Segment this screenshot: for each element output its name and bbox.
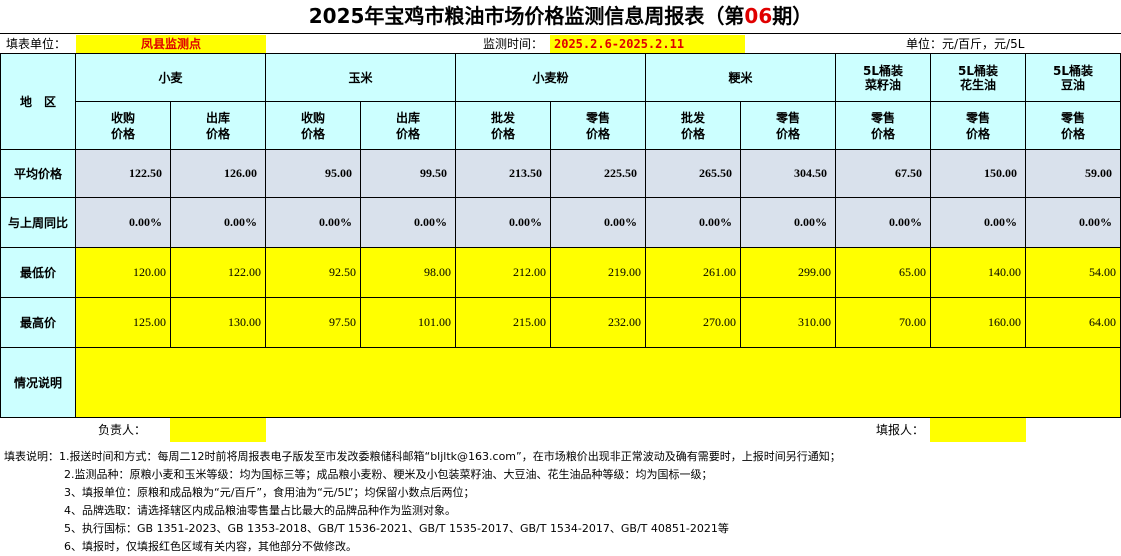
avg-cell: 265.50 bbox=[645, 149, 741, 198]
avg-cell: 67.50 bbox=[835, 149, 931, 198]
reporter-field[interactable] bbox=[930, 418, 1026, 442]
report-title: 2025年宝鸡市粮油市场价格监测信息周报表（第06期） bbox=[0, 0, 1121, 34]
group-corn: 玉米 bbox=[265, 53, 456, 102]
change-cell: 0.00% bbox=[75, 197, 171, 248]
max-price-cell[interactable]: 64.00 bbox=[1025, 297, 1121, 348]
time-value[interactable]: 2025.2.6-2025.2.11 bbox=[550, 35, 745, 53]
avg-cell: 126.00 bbox=[170, 149, 266, 198]
change-cell: 0.00% bbox=[1025, 197, 1121, 248]
change-cell: 0.00% bbox=[930, 197, 1026, 248]
price-table: 地 区 小麦 玉米 小麦粉 粳米 5L桶装 菜籽油 5L桶装 花生油 5L桶装 … bbox=[0, 53, 1121, 418]
title-suffix: 期） bbox=[772, 4, 813, 28]
max-price-cell[interactable]: 97.50 bbox=[265, 297, 361, 348]
max-price-cell[interactable]: 101.00 bbox=[360, 297, 456, 348]
instruction-line: 5、执行国标：GB 1351-2023、GB 1353-2018、GB/T 15… bbox=[64, 522, 729, 535]
max-price-cell[interactable]: 160.00 bbox=[930, 297, 1026, 348]
avg-cell: 225.50 bbox=[550, 149, 646, 198]
min-price-cell[interactable]: 92.50 bbox=[265, 247, 361, 298]
min-price-cell[interactable]: 140.00 bbox=[930, 247, 1026, 298]
situation-field[interactable] bbox=[75, 347, 1121, 418]
row-label-min-price: 最低价 bbox=[0, 247, 76, 298]
max-price-cell[interactable]: 310.00 bbox=[740, 297, 836, 348]
change-cell: 0.00% bbox=[360, 197, 456, 248]
sub-header: 收购 价格 bbox=[265, 101, 361, 150]
group-soybean-oil: 5L桶装 豆油 bbox=[1025, 53, 1121, 102]
row-label-situation: 情况说明 bbox=[0, 347, 76, 418]
sub-header: 批发 价格 bbox=[645, 101, 741, 150]
sub-header: 出库 价格 bbox=[360, 101, 456, 150]
fill-instructions: 填表说明：1.报送时间和方式：每周二12时前将周报表电子版发至市发改委粮储科邮箱… bbox=[4, 448, 1114, 556]
change-cell: 0.00% bbox=[170, 197, 266, 248]
instruction-text: 1.报送时间和方式：每周二12时前将周报表电子版发至市发改委粮储科邮箱“bljl… bbox=[59, 450, 841, 463]
max-price-cell[interactable]: 215.00 bbox=[455, 297, 551, 348]
min-price-cell[interactable]: 219.00 bbox=[550, 247, 646, 298]
min-price-cell[interactable]: 261.00 bbox=[645, 247, 741, 298]
row-average: 平均价格 122.50 126.00 95.00 99.50 213.50 22… bbox=[0, 149, 1121, 198]
instruction-line: 6、填报时，仅填报红色区域有关内容，其他部分不做修改。 bbox=[64, 540, 357, 553]
avg-cell: 99.50 bbox=[360, 149, 456, 198]
change-cell: 0.00% bbox=[645, 197, 741, 248]
sub-header: 零售 价格 bbox=[835, 101, 931, 150]
change-cell: 0.00% bbox=[740, 197, 836, 248]
responsible-label: 负责人： bbox=[98, 423, 147, 437]
row-max-price: 最高价 125.00 130.00 97.50 101.00 215.00 23… bbox=[0, 297, 1121, 348]
avg-cell: 304.50 bbox=[740, 149, 836, 198]
responsible-field[interactable] bbox=[170, 418, 266, 442]
row-weekly-change: 与上周同比 0.00% 0.00% 0.00% 0.00% 0.00% 0.00… bbox=[0, 197, 1121, 248]
measure-unit: 单位：元/百斤，元/5L bbox=[906, 37, 1025, 51]
avg-cell: 59.00 bbox=[1025, 149, 1121, 198]
reporter-label: 填报人： bbox=[876, 423, 925, 437]
change-cell: 0.00% bbox=[835, 197, 931, 248]
time-label: 监测时间： bbox=[483, 37, 544, 51]
sub-header: 批发 价格 bbox=[455, 101, 551, 150]
max-price-cell[interactable]: 125.00 bbox=[75, 297, 171, 348]
issue-number[interactable]: 06 bbox=[744, 4, 773, 28]
row-label-max-price: 最高价 bbox=[0, 297, 76, 348]
max-price-cell[interactable]: 70.00 bbox=[835, 297, 931, 348]
max-price-cell[interactable]: 130.00 bbox=[170, 297, 266, 348]
avg-cell: 95.00 bbox=[265, 149, 361, 198]
change-cell: 0.00% bbox=[265, 197, 361, 248]
avg-cell: 122.50 bbox=[75, 149, 171, 198]
instruction-line: 4、品牌选取：请选择辖区内成品粮油零售量占比最大的品牌品种作为监测对象。 bbox=[64, 504, 456, 517]
group-rapeseed-oil: 5L桶装 菜籽油 bbox=[835, 53, 931, 102]
max-price-cell[interactable]: 232.00 bbox=[550, 297, 646, 348]
row-label-average: 平均价格 bbox=[0, 149, 76, 198]
avg-cell: 213.50 bbox=[455, 149, 551, 198]
unit-label: 填表单位： bbox=[6, 37, 67, 51]
sub-header: 零售 价格 bbox=[550, 101, 646, 150]
instruction-line: 3、填报单位：原粮和成品粮为“元/百斤”，食用油为“元/5L”；均保留小数点后两… bbox=[64, 486, 475, 499]
change-cell: 0.00% bbox=[455, 197, 551, 248]
min-price-cell[interactable]: 212.00 bbox=[455, 247, 551, 298]
sub-header: 收购 价格 bbox=[75, 101, 171, 150]
instruction-line: 填表说明：1.报送时间和方式：每周二12时前将周报表电子版发至市发改委粮储科邮箱… bbox=[4, 448, 1114, 466]
sub-header: 零售 价格 bbox=[1025, 101, 1121, 150]
min-price-cell[interactable]: 122.00 bbox=[170, 247, 266, 298]
group-peanut-oil: 5L桶装 花生油 bbox=[930, 53, 1026, 102]
min-price-cell[interactable]: 54.00 bbox=[1025, 247, 1121, 298]
row-situation: 情况说明 bbox=[0, 347, 1121, 418]
instructions-prefix: 填表说明： bbox=[4, 450, 59, 463]
min-price-cell[interactable]: 98.00 bbox=[360, 247, 456, 298]
min-price-cell[interactable]: 299.00 bbox=[740, 247, 836, 298]
title-prefix: 2025年宝鸡市粮油市场价格监测信息周报表（第 bbox=[308, 4, 745, 28]
instruction-line: 2.监测品种：原粮小麦和玉米等级：均为国标三等；成品粮小麦粉、粳米及小包装菜籽油… bbox=[64, 468, 713, 481]
unit-value[interactable]: 凤县监测点 bbox=[76, 35, 266, 53]
region-header: 地 区 bbox=[0, 53, 76, 150]
group-wheat: 小麦 bbox=[75, 53, 266, 102]
sub-header: 零售 价格 bbox=[740, 101, 836, 150]
row-label-weekly-change: 与上周同比 bbox=[0, 197, 76, 248]
row-min-price: 最低价 120.00 122.00 92.50 98.00 212.00 219… bbox=[0, 247, 1121, 298]
min-price-cell[interactable]: 120.00 bbox=[75, 247, 171, 298]
sub-header: 零售 价格 bbox=[930, 101, 1026, 150]
change-cell: 0.00% bbox=[550, 197, 646, 248]
avg-cell: 150.00 bbox=[930, 149, 1026, 198]
min-price-cell[interactable]: 65.00 bbox=[835, 247, 931, 298]
group-rice: 粳米 bbox=[645, 53, 836, 102]
max-price-cell[interactable]: 270.00 bbox=[645, 297, 741, 348]
sub-header: 出库 价格 bbox=[170, 101, 266, 150]
group-flour: 小麦粉 bbox=[455, 53, 646, 102]
